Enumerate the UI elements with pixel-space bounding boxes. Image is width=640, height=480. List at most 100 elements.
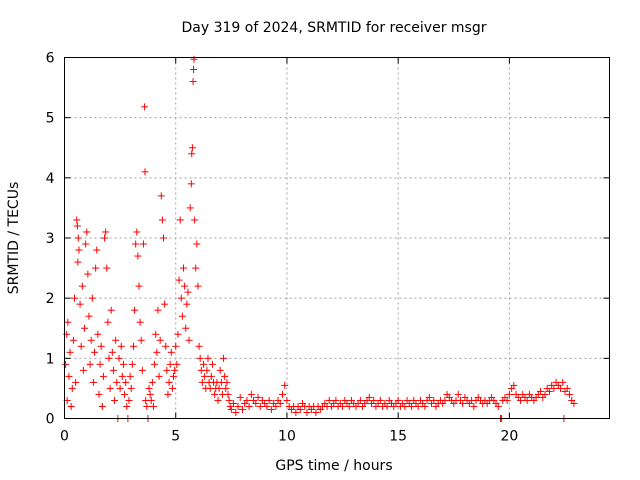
data-point — [102, 228, 110, 236]
data-point — [86, 360, 94, 368]
data-point — [510, 381, 518, 389]
data-point — [155, 372, 163, 380]
data-point — [171, 366, 179, 374]
data-point — [182, 324, 190, 332]
data-point — [232, 408, 240, 416]
data-point — [129, 342, 137, 350]
data-point — [151, 360, 159, 368]
data-point — [296, 405, 304, 413]
data-point — [75, 246, 83, 254]
y-tick-label: 4 — [46, 171, 55, 187]
data-point — [563, 384, 571, 392]
data-point — [459, 399, 467, 407]
data-point — [194, 282, 202, 290]
data-point — [230, 399, 238, 407]
data-point — [161, 300, 169, 308]
data-point — [184, 288, 192, 296]
data-point — [193, 240, 201, 248]
data-point — [153, 348, 161, 356]
data-point — [167, 348, 175, 356]
data-point — [365, 393, 373, 401]
data-point — [131, 306, 139, 314]
data-point — [93, 246, 101, 254]
data-point — [94, 330, 102, 338]
data-point — [545, 387, 553, 395]
data-point — [139, 240, 147, 248]
data-point — [247, 390, 255, 398]
data-point — [243, 396, 251, 404]
data-point — [96, 360, 104, 368]
data-point — [523, 396, 531, 404]
data-point — [84, 270, 92, 278]
data-point — [505, 390, 513, 398]
data-point — [89, 378, 97, 386]
data-point — [101, 234, 109, 242]
data-point — [470, 402, 478, 410]
data-point — [265, 396, 273, 404]
x-axis-label: GPS time / hours — [275, 458, 392, 474]
data-point — [345, 402, 353, 410]
y-tick-label: 1 — [46, 351, 55, 367]
data-point — [339, 402, 347, 410]
data-point — [88, 294, 96, 302]
data-point — [180, 264, 188, 272]
data-point — [223, 378, 231, 386]
data-point — [154, 306, 162, 314]
data-point — [147, 396, 155, 404]
data-point — [73, 222, 81, 230]
y-tick-label: 0 — [46, 412, 55, 428]
data-point — [99, 372, 107, 380]
data-point — [557, 384, 565, 392]
data-point — [186, 204, 194, 212]
data-point — [106, 384, 114, 392]
data-point — [115, 354, 123, 362]
data-point — [537, 387, 545, 395]
data-point — [236, 393, 244, 401]
data-point — [141, 168, 149, 176]
data-point — [166, 360, 174, 368]
data-point — [117, 342, 125, 350]
data-point — [281, 381, 289, 389]
data-point — [122, 378, 130, 386]
data-point — [190, 66, 198, 74]
data-point — [421, 402, 429, 410]
data-point — [138, 366, 146, 374]
plot-frame — [64, 57, 610, 419]
data-point — [152, 330, 160, 338]
data-point — [227, 405, 235, 413]
data-point — [107, 306, 115, 314]
data-point — [148, 378, 156, 386]
data-point — [401, 402, 409, 410]
data-point — [174, 330, 182, 338]
data-point — [225, 396, 233, 404]
data-point — [214, 396, 222, 404]
data-point — [95, 390, 103, 398]
data-point — [503, 396, 511, 404]
data-point — [215, 384, 223, 392]
data-point — [79, 366, 87, 374]
data-point — [211, 390, 219, 398]
data-point — [65, 372, 73, 380]
data-point — [332, 396, 340, 404]
data-point — [176, 216, 184, 224]
data-point — [108, 348, 116, 356]
data-point — [221, 372, 229, 380]
data-point — [238, 405, 246, 413]
data-point — [81, 324, 89, 332]
data-point — [162, 342, 170, 350]
data-point — [132, 240, 140, 248]
data-point — [76, 300, 84, 308]
data-point — [303, 408, 311, 416]
data-point — [74, 234, 82, 242]
data-point — [252, 399, 260, 407]
axis-ticks: 0 5 10 15 20 0 1 2 3 4 5 6 — [46, 51, 610, 445]
data-point — [224, 390, 232, 398]
data-point — [111, 396, 119, 404]
data-points — [62, 55, 578, 422]
data-point — [170, 372, 177, 380]
data-point — [454, 390, 462, 398]
data-point — [157, 192, 165, 200]
data-point — [92, 264, 100, 272]
data-point — [196, 354, 204, 362]
data-point — [118, 372, 126, 380]
